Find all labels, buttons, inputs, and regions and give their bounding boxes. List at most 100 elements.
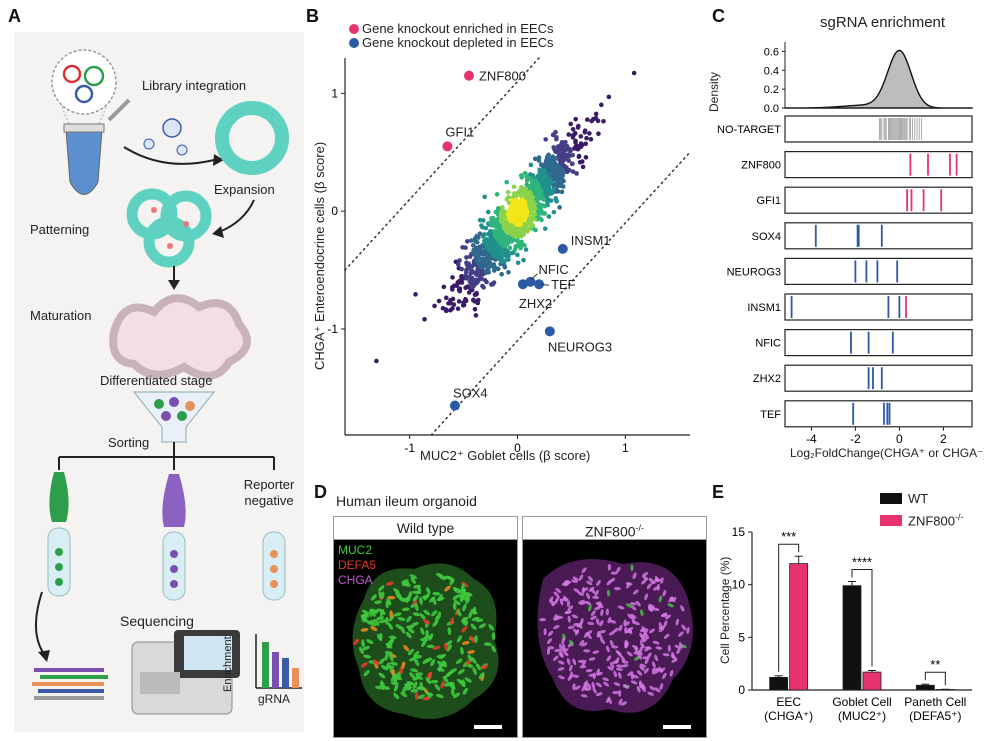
ko-cell-signal xyxy=(578,599,585,604)
scatter-point xyxy=(474,239,480,245)
channel-muc2-label: MUC2 xyxy=(338,543,373,557)
wt-cell-signal xyxy=(360,662,368,668)
enrichment-mini-chart xyxy=(255,634,302,689)
wt-cell-signal xyxy=(407,627,415,634)
wt-cell-signal xyxy=(420,627,425,635)
ko-cell-signal xyxy=(585,669,593,673)
ko-cell-signal xyxy=(596,579,601,586)
bar-category-label: Paneth Cell xyxy=(904,695,966,709)
wt-cell-signal xyxy=(369,622,377,627)
density-tick-label: 0.4 xyxy=(764,65,779,77)
ko-cell-signal xyxy=(606,655,612,662)
highlight-label-gfi1: GFI1 xyxy=(445,124,474,139)
wt-cell-signal xyxy=(461,626,468,633)
scatter-point xyxy=(464,255,469,260)
ko-cell-signal xyxy=(607,666,614,671)
wt-cell-signal xyxy=(353,638,360,646)
ko-cell-signal xyxy=(627,671,634,677)
ko-cell-signal xyxy=(674,644,682,649)
scatter-point xyxy=(463,245,468,250)
density-label: Density xyxy=(707,71,721,112)
ko-cell-signal xyxy=(643,667,649,674)
ko-cell-signal xyxy=(617,651,623,658)
c-x-tick-label: 2 xyxy=(940,432,947,446)
wt-cell-signal xyxy=(462,603,467,612)
ko-cell-signal xyxy=(557,667,565,671)
ko-cell-signal xyxy=(561,597,569,601)
channel-legend: MUC2 DEFA5 CHGA xyxy=(338,543,376,588)
ko-cell-signal xyxy=(543,628,547,636)
ko-cell-signal xyxy=(554,648,562,653)
organoid-title: Human ileum organoid xyxy=(336,493,477,509)
scatter-point xyxy=(595,118,601,124)
scatter-point xyxy=(519,239,524,245)
scatter-point xyxy=(552,177,558,182)
ko-cell-signal xyxy=(638,682,646,688)
sgrna-row-zhx2: ZHX2 xyxy=(753,364,973,392)
sgrna-row-box xyxy=(784,150,973,179)
bar-ylabel: Cell Percentage (%) xyxy=(718,556,732,664)
ko-cell-signal xyxy=(594,606,601,611)
scatter-point xyxy=(481,218,486,223)
ko-cell-signal xyxy=(613,682,621,687)
bar-y-tick-label: 0 xyxy=(738,683,745,697)
wt-cell-signal xyxy=(373,608,382,613)
scatter-point xyxy=(566,132,571,137)
ko-cell-signal xyxy=(592,595,600,600)
step-sorting: Sorting xyxy=(108,435,150,450)
ko-cell-signal xyxy=(641,579,647,585)
scatter-point xyxy=(569,161,575,167)
ko-cell-signal xyxy=(567,605,574,611)
diagonal-guide-0 xyxy=(344,57,540,271)
ko-cell-signal xyxy=(558,652,564,658)
ko-cell-signal xyxy=(658,622,663,629)
scale-bar xyxy=(663,725,691,729)
bar-znf800--0 xyxy=(789,563,809,691)
highlight-point-nfic xyxy=(525,276,536,287)
wt-cell-signal xyxy=(378,591,383,599)
wt-cell-signal xyxy=(406,615,412,623)
ko-cell-signal xyxy=(639,646,643,653)
ko-cell-signal xyxy=(572,683,576,691)
highlight-point-neurog3 xyxy=(544,326,555,337)
ko-cell-signal xyxy=(642,575,649,581)
ko-cell-signal xyxy=(564,581,570,587)
ko-cell-signal xyxy=(639,637,646,643)
panel-c-label: C xyxy=(712,6,725,26)
step-patterning: Patterning xyxy=(30,222,90,237)
scatter-point xyxy=(575,125,581,130)
wt-cell-signal xyxy=(412,681,418,689)
wt-cell-signal xyxy=(426,587,431,595)
scatter-point xyxy=(479,276,484,282)
sgrna-row-insm1: INSM1 xyxy=(747,293,973,321)
wt-cell-signal xyxy=(425,692,434,697)
ko-cell-signal xyxy=(620,701,628,706)
sgrna-row-box xyxy=(784,329,973,357)
scatter-point xyxy=(468,238,474,243)
ko-cell-signal xyxy=(562,643,566,651)
ko-cell-signal xyxy=(615,667,623,671)
wt-cell-signal xyxy=(461,641,470,645)
scatter-point xyxy=(476,297,481,303)
wt-cell-signal xyxy=(401,579,409,584)
ko-cell-signal xyxy=(632,572,637,580)
sequencer-icon xyxy=(131,630,240,715)
wt-cell-signal xyxy=(418,686,426,691)
wt-cell-signal xyxy=(419,613,426,620)
ko-cell-signal xyxy=(630,613,637,619)
wt-cell-signal xyxy=(461,583,465,592)
ko-cell-signal xyxy=(621,664,629,668)
bar-znf800--1 xyxy=(862,671,882,691)
mini-bar-3 xyxy=(282,658,289,688)
ko-cell-signal xyxy=(655,646,663,650)
goblet-cell-icon xyxy=(49,472,69,522)
scatter-point xyxy=(584,117,590,122)
sgrna-row-sox4: SOX4 xyxy=(752,222,973,250)
ko-cell-signal xyxy=(588,604,592,612)
scatter-point xyxy=(582,129,588,135)
ko-cell-signal xyxy=(569,639,574,647)
ko-cell-signal xyxy=(617,672,622,679)
ko-cell-signal xyxy=(617,605,625,610)
wt-cell-signal xyxy=(468,610,473,619)
scatter-point xyxy=(573,140,578,145)
